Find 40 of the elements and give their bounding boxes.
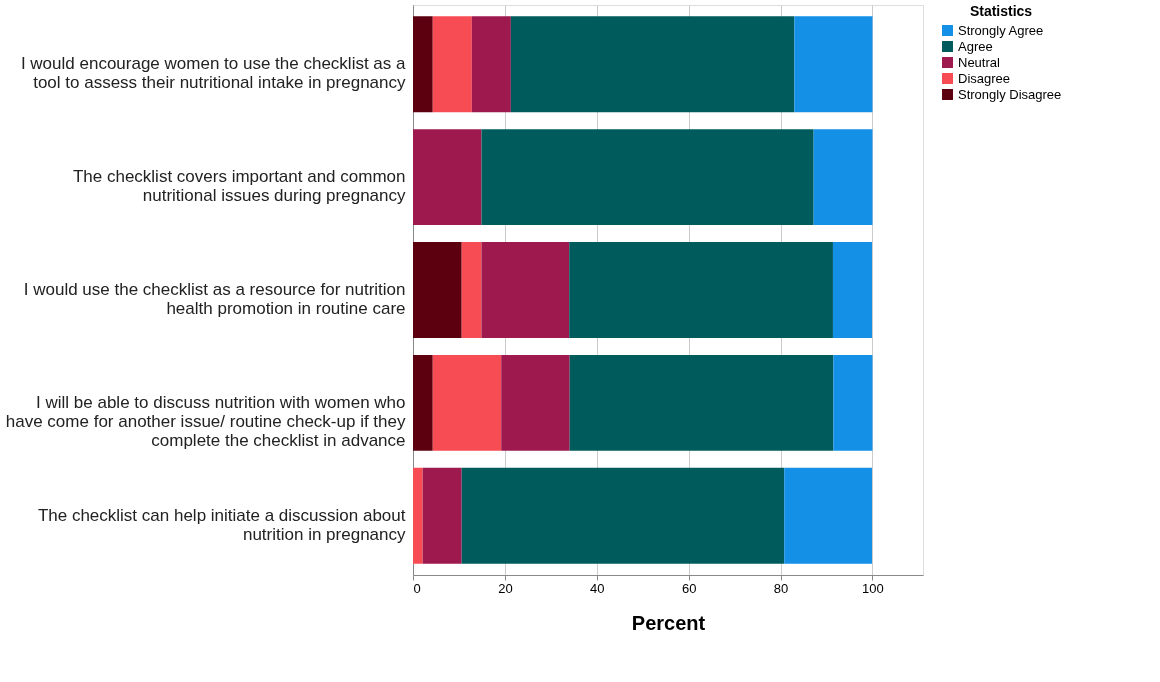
bar xyxy=(413,242,462,338)
bar xyxy=(413,16,433,113)
y-tick-label: I would use the checklist as a resource for nutrition health promotion in routine care xyxy=(23,280,406,318)
legend-label: Strongly Agree xyxy=(958,22,1044,38)
x-tick-label: 60 xyxy=(681,580,697,596)
y-tick-label: The checklist can help initiate a discussion about nutrition in pregnancy xyxy=(37,505,406,544)
x-tick-label: 0 xyxy=(413,580,421,596)
y-tick-label: I would encourage women to use the checklist as a tool to assess their nutritional intake in pregnancy xyxy=(20,54,407,93)
bar xyxy=(833,354,873,451)
bar xyxy=(413,467,423,564)
bar xyxy=(432,354,502,451)
legend-label: Neutral xyxy=(958,54,1001,70)
x-tick-label: 100 xyxy=(862,580,884,596)
bar xyxy=(510,16,795,113)
bar xyxy=(422,467,462,564)
bar xyxy=(832,242,872,338)
bar xyxy=(481,129,814,226)
y-tick-label: I will be able to discuss nutrition with women who have come for another issue/ routine check-up if they complete the checklist in advance xyxy=(5,392,406,450)
bar xyxy=(413,354,433,451)
bar xyxy=(569,354,834,451)
x-tick-label: 20 xyxy=(498,580,513,596)
bar xyxy=(481,242,570,338)
bar xyxy=(501,354,570,451)
bar xyxy=(413,129,482,226)
bar xyxy=(461,467,785,564)
bar xyxy=(569,242,833,338)
x-axis-title: Percent xyxy=(631,611,706,634)
y-tick-label: The checklist covers important and common nutritional issues during pregnancy xyxy=(72,167,406,206)
bar xyxy=(784,467,872,564)
x-tick-label: 80 xyxy=(773,580,789,596)
legend-label: Disagree xyxy=(958,70,1011,86)
bar xyxy=(461,242,482,338)
bar xyxy=(813,129,873,226)
bar xyxy=(471,16,511,113)
x-tick-label: 40 xyxy=(590,580,605,596)
bar xyxy=(432,16,472,113)
legend-label: Agree xyxy=(958,38,993,54)
bar xyxy=(794,16,873,113)
legend-label: Strongly Disagree xyxy=(958,86,1062,102)
legend-title: Statistics xyxy=(969,3,1033,19)
